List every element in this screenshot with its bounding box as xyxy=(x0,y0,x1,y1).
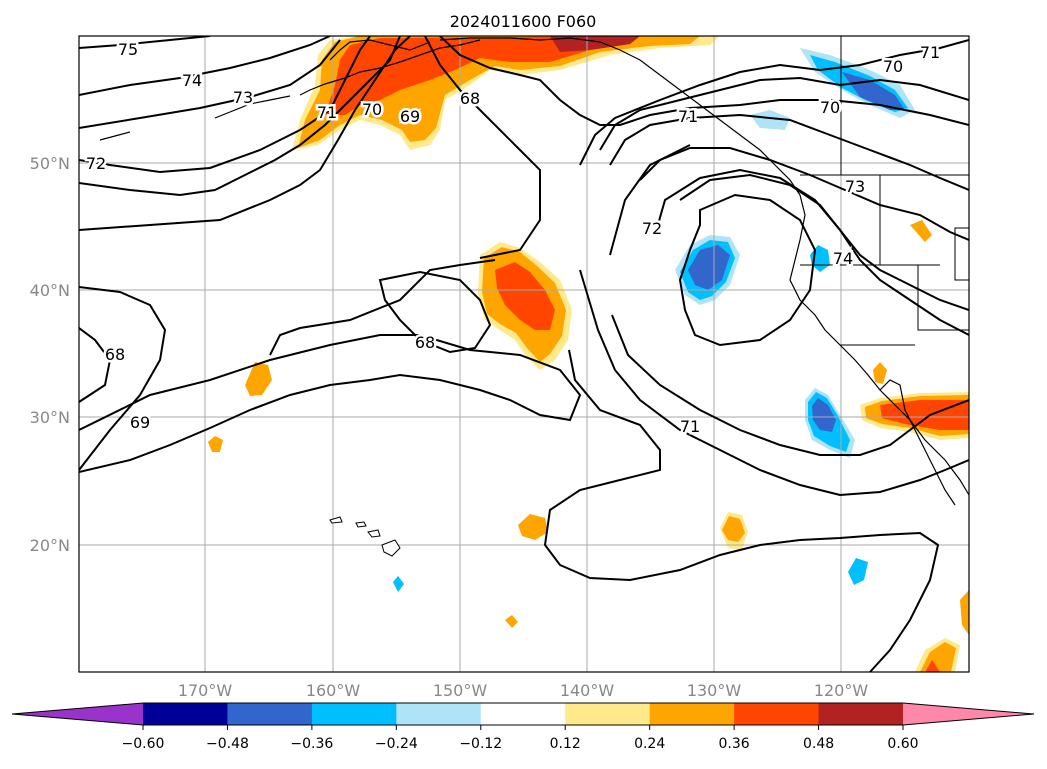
contour-label: 72 xyxy=(642,219,662,238)
colorbar-tick-label: −0.48 xyxy=(206,736,249,752)
shading-region xyxy=(722,516,745,542)
coastlines xyxy=(99,37,969,506)
colorbar-segment xyxy=(818,703,904,725)
colorbar-tick-label: 0.60 xyxy=(887,736,918,752)
contour-label: 72 xyxy=(86,154,106,173)
colorbar-extend-max xyxy=(903,703,1034,725)
lat-label: 50°N xyxy=(30,154,70,173)
shading-region xyxy=(925,660,940,672)
shading-region xyxy=(325,36,640,115)
colorbar-extend-min xyxy=(12,703,143,725)
contour-label: 71 xyxy=(920,43,940,62)
colorbar-tick-label: 0.48 xyxy=(803,736,834,752)
contour-labels: 75 74 73 72 71 70 69 68 68 69 68 72 71 7… xyxy=(83,38,942,439)
contour-label: 75 xyxy=(118,40,138,59)
height-contours xyxy=(79,36,969,672)
contour-label: 70 xyxy=(362,100,382,119)
colorbar-tick-label: 0.36 xyxy=(719,736,750,752)
colorbar-segment xyxy=(227,703,313,725)
colorbar-segment xyxy=(311,703,397,725)
contour-label: 68 xyxy=(460,89,480,108)
shading-region xyxy=(245,362,272,396)
shading-region xyxy=(812,398,836,432)
shading-region xyxy=(495,262,555,330)
shading-region xyxy=(393,576,404,592)
shading-region xyxy=(750,110,790,130)
shading-region xyxy=(920,642,956,672)
lon-label: 140°W xyxy=(560,681,615,700)
contour-label: 73 xyxy=(845,177,865,196)
colorbar-segment xyxy=(734,703,820,725)
contour-label: 69 xyxy=(130,413,150,432)
map-frame xyxy=(78,35,970,673)
colorbar-tick-label: 0.12 xyxy=(550,736,581,752)
contour-label: 71 xyxy=(680,417,700,436)
contour-label: 70 xyxy=(883,57,903,76)
contour-label: 74 xyxy=(182,71,202,90)
map-area: 75 74 73 72 71 70 69 68 68 69 68 72 71 7… xyxy=(79,36,969,672)
lon-label: 120°W xyxy=(814,681,869,700)
contour-label: 68 xyxy=(105,345,125,364)
lon-label: 150°W xyxy=(433,681,488,700)
contour-label: 71 xyxy=(678,107,698,126)
colorbar-tick-label: −0.12 xyxy=(459,736,502,752)
contour-label: 69 xyxy=(400,107,420,126)
contour-label: 73 xyxy=(233,88,253,107)
contour-label: 68 xyxy=(415,333,435,352)
map-title: 2024011600 F060 xyxy=(450,12,597,31)
contour-label: 74 xyxy=(833,249,853,268)
latitude-labels: 50°N 40°N 30°N 20°N xyxy=(30,154,70,555)
shading-region xyxy=(910,220,932,242)
colorbar-segment xyxy=(480,703,566,725)
lon-label: 130°W xyxy=(687,681,742,700)
shading-region xyxy=(848,558,868,585)
shading-region xyxy=(842,72,905,110)
shading-region xyxy=(505,615,518,628)
lat-label: 30°N xyxy=(30,408,70,427)
hawaii-islands xyxy=(329,516,401,557)
colorbar-segment xyxy=(143,703,228,725)
colorbar-segment xyxy=(649,703,735,725)
colorbar-tick-label: −0.24 xyxy=(375,736,418,752)
colorbar-segment xyxy=(396,703,482,725)
lon-label: 160°W xyxy=(306,681,361,700)
positive-anomaly-shading xyxy=(208,36,969,672)
lat-label: 40°N xyxy=(30,281,70,300)
shading-region xyxy=(208,436,223,452)
shading-region xyxy=(550,36,640,52)
colorbar-tick-label: −0.36 xyxy=(290,736,333,752)
shading-region xyxy=(688,245,730,290)
shading-region xyxy=(518,514,548,540)
lat-label: 20°N xyxy=(30,536,70,555)
colorbar-tick-label: 0.24 xyxy=(634,736,665,752)
colorbar-tick-label: −0.60 xyxy=(122,736,165,752)
colorbar-segment xyxy=(565,703,651,725)
longitude-labels: 170°W 160°W 150°W 140°W 130°W 120°W xyxy=(178,681,869,700)
political-borders xyxy=(800,36,969,346)
shading-region xyxy=(960,590,969,635)
lon-label: 170°W xyxy=(178,681,233,700)
contour-label: 70 xyxy=(820,98,840,117)
contour-label: 71 xyxy=(317,103,337,122)
shading-region xyxy=(873,362,887,384)
colorbar: −0.60 −0.48 −0.36 −0.24 −0.12 0.12 0.24 0.36 0.4… xyxy=(11,702,1035,752)
